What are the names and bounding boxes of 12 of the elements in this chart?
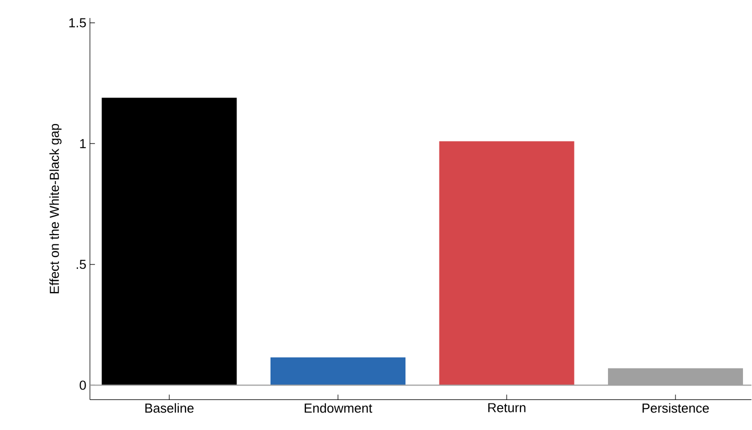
x-tick-label: Persistence bbox=[642, 403, 709, 413]
x-tick-label: Return bbox=[488, 403, 526, 412]
x-tick-label: Endowment bbox=[304, 403, 372, 413]
y-tick-label: 1 bbox=[80, 139, 86, 148]
y-tick-label: .5 bbox=[76, 260, 86, 270]
y-tick-label: 1.5 bbox=[69, 18, 86, 28]
y-tick-label: 0 bbox=[80, 380, 86, 390]
bar bbox=[439, 141, 574, 386]
bar bbox=[270, 358, 406, 386]
y-axis-title: Effect on the White-Black gap bbox=[49, 124, 62, 294]
x-tick-label: Baseline bbox=[145, 403, 194, 413]
bar bbox=[102, 98, 237, 386]
